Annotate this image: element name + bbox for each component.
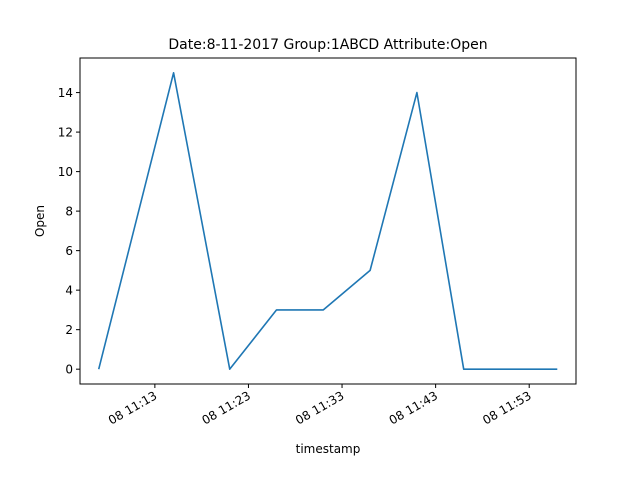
- y-tick-label: 10: [58, 165, 73, 179]
- series-group: [97, 72, 558, 370]
- y-tick-label: 12: [58, 126, 73, 140]
- y-tick-label: 4: [65, 284, 73, 298]
- plot-frame: [79, 57, 577, 385]
- y-axis: 0 2 4 6 8 10 12 14: [58, 86, 80, 377]
- y-tick-label: 2: [65, 323, 73, 337]
- y-tick-label: 6: [65, 244, 73, 258]
- x-axis-label: timestamp: [296, 442, 361, 456]
- y-axis-label: Open: [33, 205, 47, 237]
- y-tick-label: 8: [65, 205, 73, 219]
- chart-title: Date:8-11-2017 Group:1ABCD Attribute:Ope…: [168, 37, 487, 53]
- series-line-1: [97, 72, 558, 370]
- y-tick-label: 14: [58, 86, 73, 100]
- y-tick-label: 0: [65, 363, 73, 377]
